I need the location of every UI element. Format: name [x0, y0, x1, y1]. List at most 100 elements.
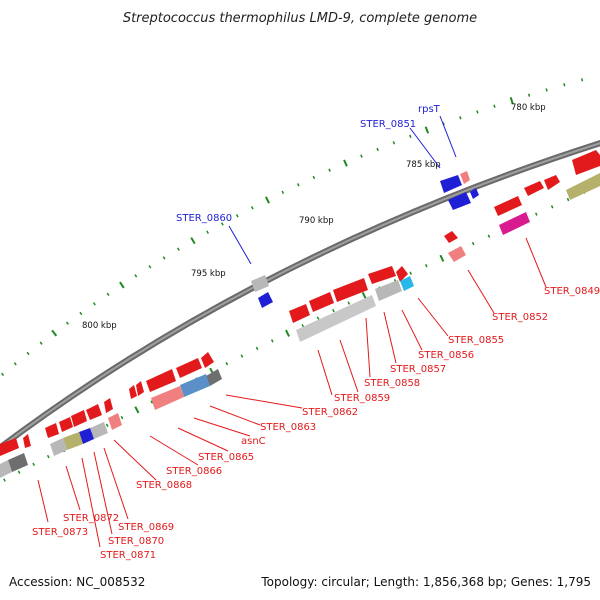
tick-mark: [119, 281, 125, 289]
tick-mark: [281, 190, 285, 195]
gene-feature[interactable]: [108, 413, 122, 430]
gene-feature[interactable]: [63, 432, 83, 450]
gene-feature[interactable]: [136, 381, 144, 396]
gene-feature[interactable]: [296, 295, 376, 342]
tick-mark: [220, 222, 224, 226]
gene-label[interactable]: STER_0855: [448, 335, 504, 346]
tick-mark: [316, 316, 320, 320]
gene-feature[interactable]: [104, 398, 113, 413]
gene-label[interactable]: STER_0860: [176, 213, 232, 224]
genome-backbone: [0, 140, 600, 452]
tick-mark: [3, 478, 6, 482]
gene-feature[interactable]: [45, 423, 59, 438]
gene-feature[interactable]: [470, 188, 479, 199]
gene-label[interactable]: STER_0863: [260, 422, 316, 433]
tick-mark: [285, 329, 290, 337]
tick-mark: [347, 301, 351, 305]
gene-feature[interactable]: [90, 422, 108, 439]
tick-mark: [527, 93, 531, 97]
gene-feature[interactable]: [544, 175, 560, 190]
kbp-label: 795 kbp: [191, 269, 226, 279]
gene-feature[interactable]: [460, 171, 470, 184]
gene-feature[interactable]: [71, 410, 87, 427]
gene-feature[interactable]: [79, 428, 94, 444]
gene-feature[interactable]: [572, 150, 600, 175]
gene-feature[interactable]: [151, 386, 184, 410]
tick-mark: [240, 354, 244, 358]
gene-feature[interactable]: [180, 374, 210, 397]
gene-label[interactable]: STER_0866: [166, 466, 222, 477]
gene-label[interactable]: asnC: [241, 436, 266, 447]
tick-mark: [360, 154, 363, 158]
tick-mark: [265, 196, 270, 204]
gene-feature[interactable]: [129, 385, 137, 399]
gene-feature[interactable]: [444, 231, 458, 243]
tick-mark: [409, 134, 412, 138]
tick-mark: [545, 88, 548, 92]
genes-forward: [0, 150, 600, 478]
gene-feature[interactable]: [0, 460, 12, 478]
gene-feature[interactable]: [23, 434, 31, 448]
gene-feature[interactable]: [0, 438, 19, 456]
genes-reverse: [251, 171, 479, 308]
gene-feature[interactable]: [8, 453, 28, 472]
label-leaders-blue: [228, 115, 457, 265]
gene-feature[interactable]: [176, 358, 202, 378]
gene-feature[interactable]: [59, 417, 73, 432]
gene-feature[interactable]: [499, 212, 530, 235]
gene-feature[interactable]: [201, 352, 214, 368]
tick-mark: [1, 372, 5, 376]
gene-label[interactable]: STER_0849: [544, 286, 600, 297]
tick-mark: [134, 274, 138, 278]
gene-label[interactable]: STER_0858: [364, 378, 420, 389]
gene-label[interactable]: STER_0851: [360, 119, 416, 130]
gene-feature[interactable]: [258, 292, 273, 308]
tick-mark: [580, 78, 584, 82]
gene-feature[interactable]: [368, 266, 396, 284]
gene-feature[interactable]: [448, 192, 471, 210]
gene-feature[interactable]: [448, 246, 466, 262]
tick-mark: [409, 271, 413, 275]
tick-mark: [476, 110, 479, 114]
kbp-labels: 780 kbp 785 kbp 790 kbp 795 kbp 800 kbp: [82, 103, 546, 331]
gene-label[interactable]: STER_0852: [492, 312, 548, 323]
gene-feature[interactable]: [251, 275, 269, 292]
gene-label[interactable]: STER_0873: [32, 527, 88, 538]
gene-feature[interactable]: [86, 404, 102, 420]
tick-mark: [563, 83, 566, 87]
tick-mark: [270, 339, 274, 343]
gene-feature[interactable]: [440, 175, 462, 193]
gene-label[interactable]: STER_0868: [136, 480, 192, 491]
gene-label[interactable]: STER_0856: [418, 350, 474, 361]
gene-feature[interactable]: [50, 438, 67, 456]
tick-mark: [92, 302, 96, 306]
gene-feature[interactable]: [333, 278, 368, 302]
tick-mark: [376, 147, 379, 152]
tick-mark: [177, 247, 180, 251]
gene-feature[interactable]: [289, 304, 310, 323]
kbp-label: 790 kbp: [299, 216, 334, 226]
gene-label[interactable]: STER_0857: [390, 364, 446, 375]
gene-label[interactable]: STER_0870: [108, 536, 164, 547]
gene-feature[interactable]: [524, 181, 544, 196]
kbp-label: 800 kbp: [82, 321, 117, 331]
tick-mark: [235, 214, 239, 218]
gene-labels: STER_0849 STER_0852 STER_0855 STER_0856 …: [32, 104, 600, 561]
gene-feature[interactable]: [494, 196, 522, 216]
gene-label[interactable]: STER_0872: [63, 513, 119, 524]
gene-feature[interactable]: [375, 280, 402, 301]
gene-label[interactable]: STER_0859: [334, 393, 390, 404]
gene-label[interactable]: STER_0862: [302, 407, 358, 418]
gene-label[interactable]: STER_0871: [100, 550, 156, 561]
tick-mark: [392, 141, 396, 145]
gene-label[interactable]: rpsT: [418, 104, 441, 115]
gene-feature[interactable]: [309, 292, 334, 312]
tick-mark: [534, 212, 538, 216]
gene-feature[interactable]: [146, 369, 176, 392]
gene-feature[interactable]: [206, 369, 222, 386]
gene-feature[interactable]: [566, 173, 600, 200]
gene-feature[interactable]: [400, 276, 414, 291]
gene-label[interactable]: STER_0865: [198, 452, 254, 463]
gene-label[interactable]: STER_0869: [118, 522, 174, 533]
gene-feature[interactable]: [396, 266, 408, 282]
